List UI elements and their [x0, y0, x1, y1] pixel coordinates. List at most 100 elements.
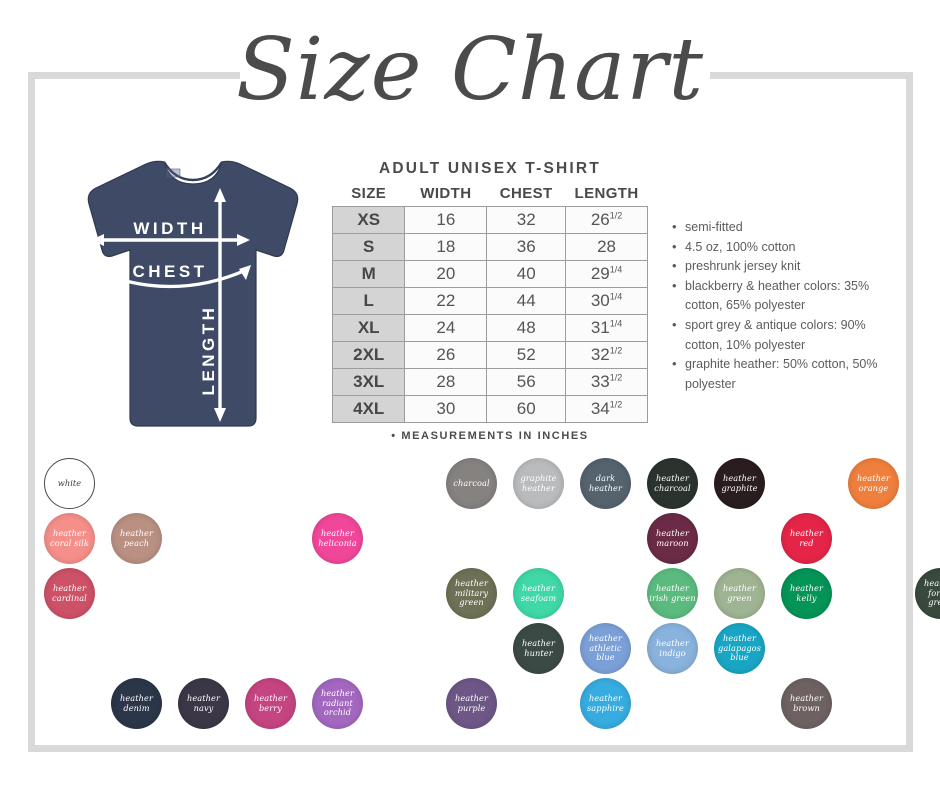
cell-chest: 40 — [486, 260, 567, 288]
spec-item: semi-fitted — [672, 217, 902, 238]
cell-size: M — [331, 260, 406, 288]
table-row: 2XL 26 52 321/2 — [331, 341, 648, 369]
table-row: 4XL 30 60 341/2 — [331, 395, 648, 423]
color-swatch-label: heather coral silk — [50, 528, 89, 548]
color-swatch[interactable]: heather galapagos blue — [714, 623, 765, 674]
swatch-slot — [840, 566, 907, 621]
swatch-slot — [371, 566, 438, 621]
spec-item: preshrunk jersey knit — [672, 256, 902, 277]
color-swatch[interactable]: heather seafoam — [513, 568, 564, 619]
length-value: 29 — [590, 264, 610, 283]
cell-length: 331/2 — [565, 368, 648, 396]
color-swatch[interactable]: heather indigo — [647, 623, 698, 674]
color-swatch[interactable]: heather maroon — [647, 513, 698, 564]
color-swatch-label: heather forest green — [923, 578, 940, 608]
length-fraction: 1/2 — [609, 372, 623, 383]
size-table: SIZE WIDTH CHEST LENGTH XS 16 32 261/2 S 18 36… — [331, 185, 648, 423]
swatch-slot — [170, 511, 237, 566]
chest-arrow-right — [239, 265, 251, 280]
color-swatch[interactable]: graphite heather — [513, 458, 564, 509]
header-width: WIDTH — [420, 185, 472, 202]
length-fraction: 1/4 — [609, 291, 623, 302]
color-swatch-label: heather kelly — [789, 583, 824, 603]
color-swatch[interactable]: heather navy — [178, 678, 229, 729]
color-swatch[interactable]: heather brown — [781, 678, 832, 729]
color-swatch[interactable]: white — [44, 458, 95, 509]
cell-chest: 56 — [486, 368, 567, 396]
color-swatch[interactable]: heather kelly — [781, 568, 832, 619]
color-swatch-label: heather galapagos blue — [717, 633, 762, 663]
length-fraction: 1/2 — [609, 345, 623, 356]
swatch-slot: heather graphite — [706, 456, 773, 511]
color-swatch-label: heather denim — [119, 693, 154, 713]
color-swatch-label: heather maroon — [655, 528, 690, 548]
color-swatch[interactable]: heather cardinal — [44, 568, 95, 619]
color-swatch-label: charcoal — [453, 477, 490, 488]
spec-item: blackberry & heather colors: 35% cotton,… — [672, 276, 902, 316]
cell-length: 261/2 — [565, 206, 648, 234]
cell-length: 341/2 — [565, 395, 648, 423]
swatch-row: heather coral silk heather peach heather h… — [36, 511, 908, 566]
cell-width: 24 — [404, 314, 488, 342]
tshirt-body — [87, 160, 299, 427]
table-row: M 20 40 291/4 — [331, 260, 648, 288]
color-swatch[interactable]: heather purple — [446, 678, 497, 729]
cell-width: 22 — [404, 287, 488, 315]
swatch-slot: heather charcoal — [639, 456, 706, 511]
color-swatch-label: heather purple — [454, 693, 489, 713]
swatch-slot — [237, 511, 304, 566]
swatch-slot — [773, 456, 840, 511]
color-swatch[interactable]: heather coral silk — [44, 513, 95, 564]
color-swatch[interactable]: heather orange — [848, 458, 899, 509]
color-swatch[interactable]: heather charcoal — [647, 458, 698, 509]
swatch-slot — [237, 621, 304, 676]
cell-length: 291/4 — [565, 260, 648, 288]
color-swatch[interactable]: heather athletic blue — [580, 623, 631, 674]
length-value: 31 — [590, 318, 610, 337]
swatch-slot — [505, 511, 572, 566]
color-swatch[interactable]: heather radiant orchid — [312, 678, 363, 729]
chest-arrow-curve — [97, 268, 247, 289]
swatch-slot — [639, 676, 706, 731]
color-swatch[interactable]: heather berry — [245, 678, 296, 729]
cell-width: 16 — [404, 206, 488, 234]
size-table-block: ADULT UNISEX T-SHIRT SIZE WIDTH CHEST LE… — [331, 160, 648, 442]
swatch-slot: heather red — [773, 511, 840, 566]
swatch-slot — [907, 456, 940, 511]
color-swatch[interactable]: heather red — [781, 513, 832, 564]
swatch-slot: heather forest green — [907, 566, 940, 621]
color-swatch[interactable]: heather green — [714, 568, 765, 619]
chest-arrow-left — [93, 267, 106, 280]
color-swatch-label: heather sapphire — [586, 693, 625, 713]
swatch-slot: heather athletic blue — [572, 621, 639, 676]
swatch-slot — [840, 621, 907, 676]
color-swatch[interactable]: heather forest green — [915, 568, 940, 619]
swatch-slot — [371, 621, 438, 676]
color-swatch[interactable]: heather irish green — [647, 568, 698, 619]
color-swatch[interactable]: heather peach — [111, 513, 162, 564]
length-value: 32 — [590, 345, 610, 364]
color-swatch[interactable]: heather hunter — [513, 623, 564, 674]
color-swatch[interactable]: heather heliconia — [312, 513, 363, 564]
swatch-slot — [304, 621, 371, 676]
color-swatch-label: heather radiant orchid — [320, 688, 355, 718]
color-swatch-label: heather graphite — [721, 473, 758, 493]
color-swatch[interactable]: heather sapphire — [580, 678, 631, 729]
swatch-slot: charcoal — [438, 456, 505, 511]
cell-length: 28 — [565, 233, 648, 261]
measurements-note: • MEASUREMENTS IN INCHES — [391, 430, 589, 442]
swatch-slot — [170, 621, 237, 676]
table-row: L 22 44 301/4 — [331, 287, 648, 315]
swatch-slot — [170, 566, 237, 621]
cell-size: L — [331, 287, 406, 315]
color-swatch[interactable]: heather graphite — [714, 458, 765, 509]
swatch-slot — [505, 676, 572, 731]
swatch-slot — [304, 566, 371, 621]
swatch-slot — [304, 456, 371, 511]
color-swatch-label: heather cardinal — [52, 583, 87, 603]
color-swatch[interactable]: heather denim — [111, 678, 162, 729]
color-swatch[interactable]: heather military green — [446, 568, 497, 619]
color-swatch[interactable]: charcoal — [446, 458, 497, 509]
color-swatch[interactable]: dark heather — [580, 458, 631, 509]
page-title: Size Chart — [235, 20, 705, 120]
